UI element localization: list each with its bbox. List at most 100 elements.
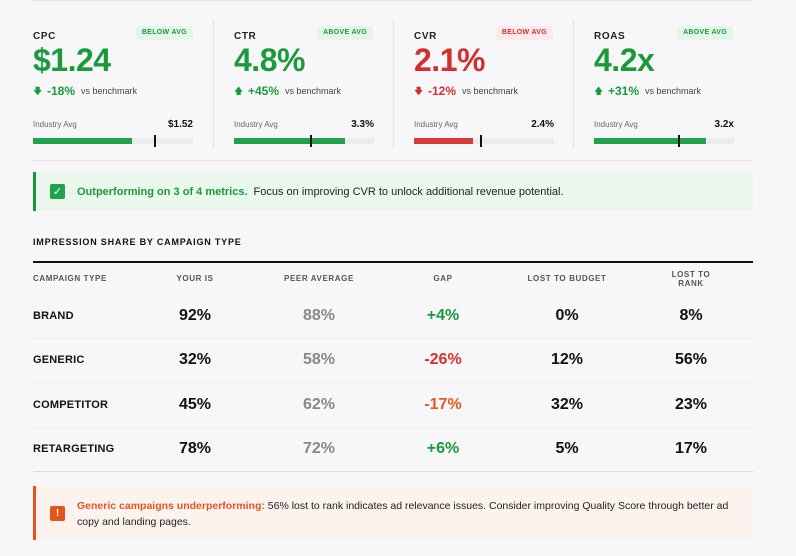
benchmark-bar — [594, 135, 734, 147]
change-percent: -18% — [47, 84, 76, 98]
metric-value: 4.2x — [594, 42, 655, 78]
campaign-type-cell: GENERIC — [33, 354, 85, 367]
check-icon: ✓ — [50, 184, 65, 199]
industry-avg: Industry Avg 2.4% — [414, 119, 554, 134]
metric-label: CVR — [414, 31, 437, 42]
industry-value: 3.2x — [714, 119, 734, 130]
campaign-type-cell: RETARGETING — [33, 443, 115, 456]
metric-header: CTR ABOVE AVG — [234, 26, 373, 42]
warning-text: 56% lost to rank indicates ad relevance … — [77, 500, 729, 528]
metric-value: 2.1% — [414, 42, 485, 78]
gap-cell: -26% — [424, 351, 462, 369]
change-text: vs benchmark — [462, 86, 519, 96]
campaign-type-cell: BRAND — [33, 309, 74, 322]
metric-change: 🡅 +45% vs benchmark — [234, 84, 341, 98]
benchmark-bar — [33, 135, 193, 147]
column-header: CAMPAIGN TYPE — [33, 274, 107, 283]
arrow-down-icon: 🡇 — [414, 86, 424, 96]
table-row: COMPETITOR 45% 62% -17% 32% 23% — [33, 383, 753, 428]
metric-label: ROAS — [594, 31, 626, 42]
industry-avg: Industry Avg 3.2x — [594, 119, 734, 134]
status-badge: ABOVE AVG — [317, 26, 373, 40]
benchmark-marker — [153, 135, 156, 147]
section-divider — [33, 160, 753, 161]
metric-header: ROAS ABOVE AVG — [594, 26, 733, 42]
metric-change: 🡇 -18% vs benchmark — [33, 84, 137, 98]
bar-fill — [33, 138, 133, 144]
benchmark-marker — [310, 135, 312, 147]
warning-strong: Generic campaigns underperforming: — [77, 500, 265, 512]
metric-change: 🡅 +31% vs benchmark — [594, 84, 701, 98]
change-text: vs benchmark — [645, 86, 702, 96]
status-badge: BELOW AVG — [135, 26, 193, 40]
change-percent: +31% — [608, 84, 640, 98]
industry-label: Industry Avg — [594, 120, 638, 129]
metric-card-ctr: CTR ABOVE AVG 4.8% 🡅 +45% vs benchmark I… — [213, 20, 393, 148]
change-text: vs benchmark — [285, 86, 342, 96]
arrow-down-icon: 🡇 — [33, 86, 43, 96]
arrow-up-icon: 🡅 — [594, 86, 604, 96]
industry-avg: Industry Avg 3.3% — [234, 119, 374, 134]
lost-to-budget-cell: 32% — [550, 395, 584, 413]
benchmark-marker — [480, 135, 483, 147]
warning-content: Generic campaigns underperforming: 56% l… — [77, 498, 743, 530]
summary-strong: Outperforming on 3 of 4 metrics. — [77, 185, 248, 198]
benchmark-bar — [414, 135, 554, 147]
column-header: YOUR IS — [176, 274, 214, 283]
lost-to-budget-cell: 5% — [555, 440, 579, 458]
industry-label: Industry Avg — [33, 120, 77, 129]
column-header: LOST TO RANK — [671, 269, 711, 288]
peer-average-cell: 62% — [302, 395, 336, 413]
lost-to-budget-cell: 0% — [555, 306, 579, 324]
change-percent: -12% — [428, 84, 457, 98]
section-title: IMPRESSION SHARE BY CAMPAIGN TYPE — [33, 237, 242, 247]
table-header: CAMPAIGN TYPE YOUR IS PEER AVERAGE GAP L… — [33, 261, 753, 294]
benchmark-marker — [678, 135, 681, 147]
your-is-cell: 32% — [178, 351, 212, 369]
column-header: LOST TO BUDGET — [527, 274, 607, 283]
industry-value: $1.52 — [167, 119, 193, 130]
industry-value: 3.3% — [351, 119, 374, 130]
lost-to-rank-cell: 8% — [679, 306, 703, 324]
peer-average-cell: 72% — [302, 440, 336, 458]
change-percent: +45% — [248, 84, 280, 98]
table-row: GENERIC 32% 58% -26% 12% 56% — [33, 339, 753, 383]
metric-header: CPC BELOW AVG — [33, 26, 193, 42]
table-row: BRAND 92% 88% +4% 0% 8% — [33, 294, 753, 339]
status-badge: ABOVE AVG — [677, 26, 733, 40]
metric-change: 🡇 -12% vs benchmark — [414, 84, 518, 98]
lost-to-rank-cell: 17% — [674, 440, 708, 458]
status-badge: BELOW AVG — [495, 26, 553, 40]
metric-header: CVR BELOW AVG — [414, 26, 553, 42]
column-header: PEER AVERAGE — [284, 274, 354, 283]
lost-to-rank-cell: 56% — [674, 351, 708, 369]
lost-to-budget-cell: 12% — [550, 351, 584, 369]
impression-share-table: CAMPAIGN TYPE YOUR IS PEER AVERAGE GAP L… — [33, 261, 753, 472]
benchmark-bar — [234, 135, 374, 147]
gap-cell: +4% — [426, 306, 460, 324]
metric-label: CPC — [33, 31, 56, 42]
top-divider — [33, 0, 753, 1]
gap-cell: +6% — [426, 440, 460, 458]
gap-cell: -17% — [424, 395, 462, 413]
your-is-cell: 78% — [178, 440, 212, 458]
metric-value: 4.8% — [234, 42, 305, 78]
warning-banner: ! Generic campaigns underperforming: 56%… — [33, 486, 753, 540]
summary-banner: ✓ Outperforming on 3 of 4 metrics. Focus… — [33, 172, 753, 211]
metric-label: CTR — [234, 31, 257, 42]
exclamation-icon: ! — [50, 506, 65, 521]
industry-label: Industry Avg — [234, 120, 278, 129]
arrow-up-icon: 🡅 — [234, 86, 244, 96]
lost-to-rank-cell: 23% — [674, 395, 708, 413]
metric-card-roas: ROAS ABOVE AVG 4.2x 🡅 +31% vs benchmark … — [573, 20, 753, 148]
bar-fill — [234, 138, 345, 144]
metric-card-cvr: CVR BELOW AVG 2.1% 🡇 -12% vs benchmark I… — [393, 20, 573, 148]
your-is-cell: 45% — [178, 395, 212, 413]
industry-label: Industry Avg — [414, 120, 458, 129]
bar-fill — [414, 138, 473, 144]
peer-average-cell: 88% — [302, 306, 336, 324]
campaign-type-cell: COMPETITOR — [33, 398, 109, 411]
bar-fill — [594, 138, 706, 144]
metric-value: $1.24 — [33, 42, 111, 78]
your-is-cell: 92% — [178, 306, 212, 324]
